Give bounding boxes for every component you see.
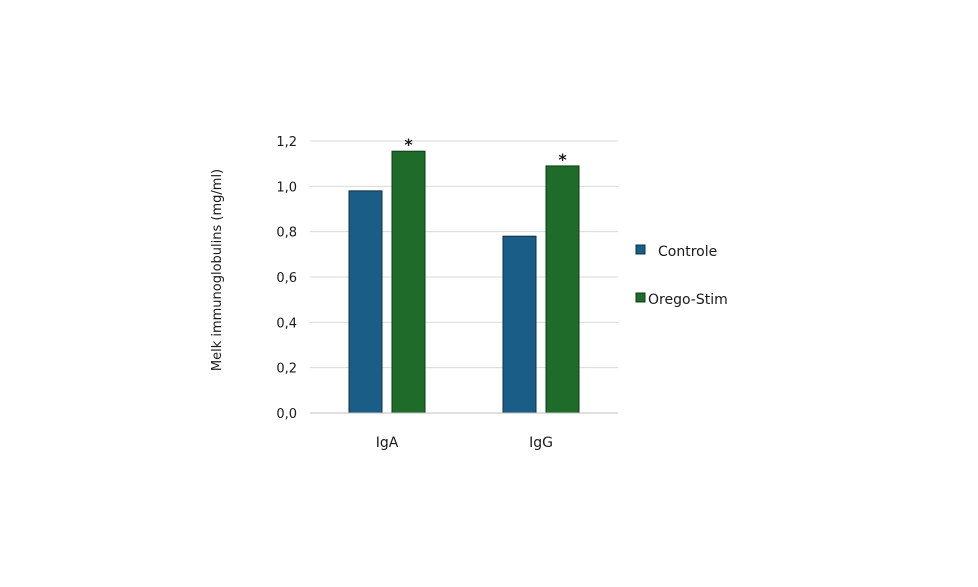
category-label: IgG <box>529 435 553 451</box>
bar <box>391 150 426 414</box>
y-tick-label: 0,0 <box>276 407 297 422</box>
y-tick-label: 0,2 <box>276 362 297 377</box>
legend: Controle Orego-Stim <box>635 244 728 308</box>
legend-swatch <box>635 292 646 303</box>
category-labels: IgA IgG <box>376 435 553 451</box>
y-axis-label: Melk immunoglobulins (mg/ml) <box>210 169 225 371</box>
y-tick-labels: 0,0 0,2 0,4 0,6 0,8 1,0 1,2 <box>276 135 297 422</box>
y-tick-label: 0,4 <box>276 316 297 331</box>
y-tick-label: 1,0 <box>276 180 297 195</box>
significance-star: * <box>558 150 567 169</box>
bar <box>502 235 537 414</box>
bar <box>545 165 580 414</box>
bars <box>348 150 580 414</box>
y-tick-label: 0,6 <box>276 271 297 286</box>
significance-star: * <box>404 135 413 154</box>
y-tick-label: 1,2 <box>276 135 297 150</box>
legend-entry: Orego-Stim <box>648 292 728 308</box>
legend-swatch <box>635 244 646 255</box>
significance-markers: ** <box>404 135 567 169</box>
y-tick-label: 0,8 <box>276 226 297 241</box>
category-label: IgA <box>376 435 399 451</box>
bar <box>348 190 383 414</box>
legend-entry: Controle <box>658 244 717 260</box>
